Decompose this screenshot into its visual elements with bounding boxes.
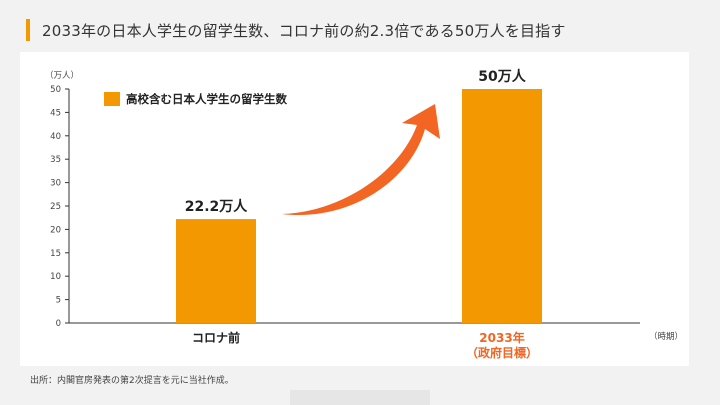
title-accent-bar (26, 19, 30, 41)
data-label: 22.2万人 (185, 198, 249, 215)
y-tick-label: 25 (50, 202, 61, 212)
y-tick-label: 40 (50, 132, 61, 142)
y-tick-label: 10 (50, 272, 61, 282)
y-tick-label: 50 (50, 85, 61, 95)
y-axis-unit-label: （万人） (45, 70, 79, 81)
bar-chart: （万人） 0 5 10 15 20 25 30 35 40 45 50 （時期） 22.2万人 50万人コロ… (45, 68, 683, 360)
footer-placeholder (290, 390, 430, 405)
legend-swatch (104, 92, 120, 106)
source-note: 出所：内閣官房発表の第2次提言を元に当社作成。 (30, 376, 234, 386)
page-header: 2033年の日本人学生の留学生数、コロナ前の約2.3倍である50万人を目指す (26, 18, 566, 42)
x-tick-label: コロナ前 (192, 330, 240, 345)
x-tick-label: 2033年（政府目標） (466, 330, 538, 360)
bar (176, 219, 256, 323)
y-tick-label: 30 (50, 179, 61, 189)
x-axis-unit-label: （時期） (649, 331, 683, 342)
y-tick-label: 35 (50, 155, 61, 165)
y-tick-label: 45 (50, 108, 61, 118)
y-tick-label: 15 (50, 249, 61, 259)
legend-label: 高校含む日本人学生の留学生数 (126, 92, 287, 106)
data-label: 50万人 (478, 68, 526, 85)
y-tick-label: 5 (56, 296, 61, 306)
curved-up-arrow-icon (282, 104, 440, 216)
page-title: 2033年の日本人学生の留学生数、コロナ前の約2.3倍である50万人を目指す (42, 21, 566, 40)
y-tick-label: 0 (56, 319, 61, 329)
bar (462, 89, 542, 323)
y-tick-label: 20 (50, 225, 61, 235)
chart-card: （万人） 0 5 10 15 20 25 30 35 40 45 50 （時期） 22.2万人 50万人コロ… (20, 52, 689, 366)
